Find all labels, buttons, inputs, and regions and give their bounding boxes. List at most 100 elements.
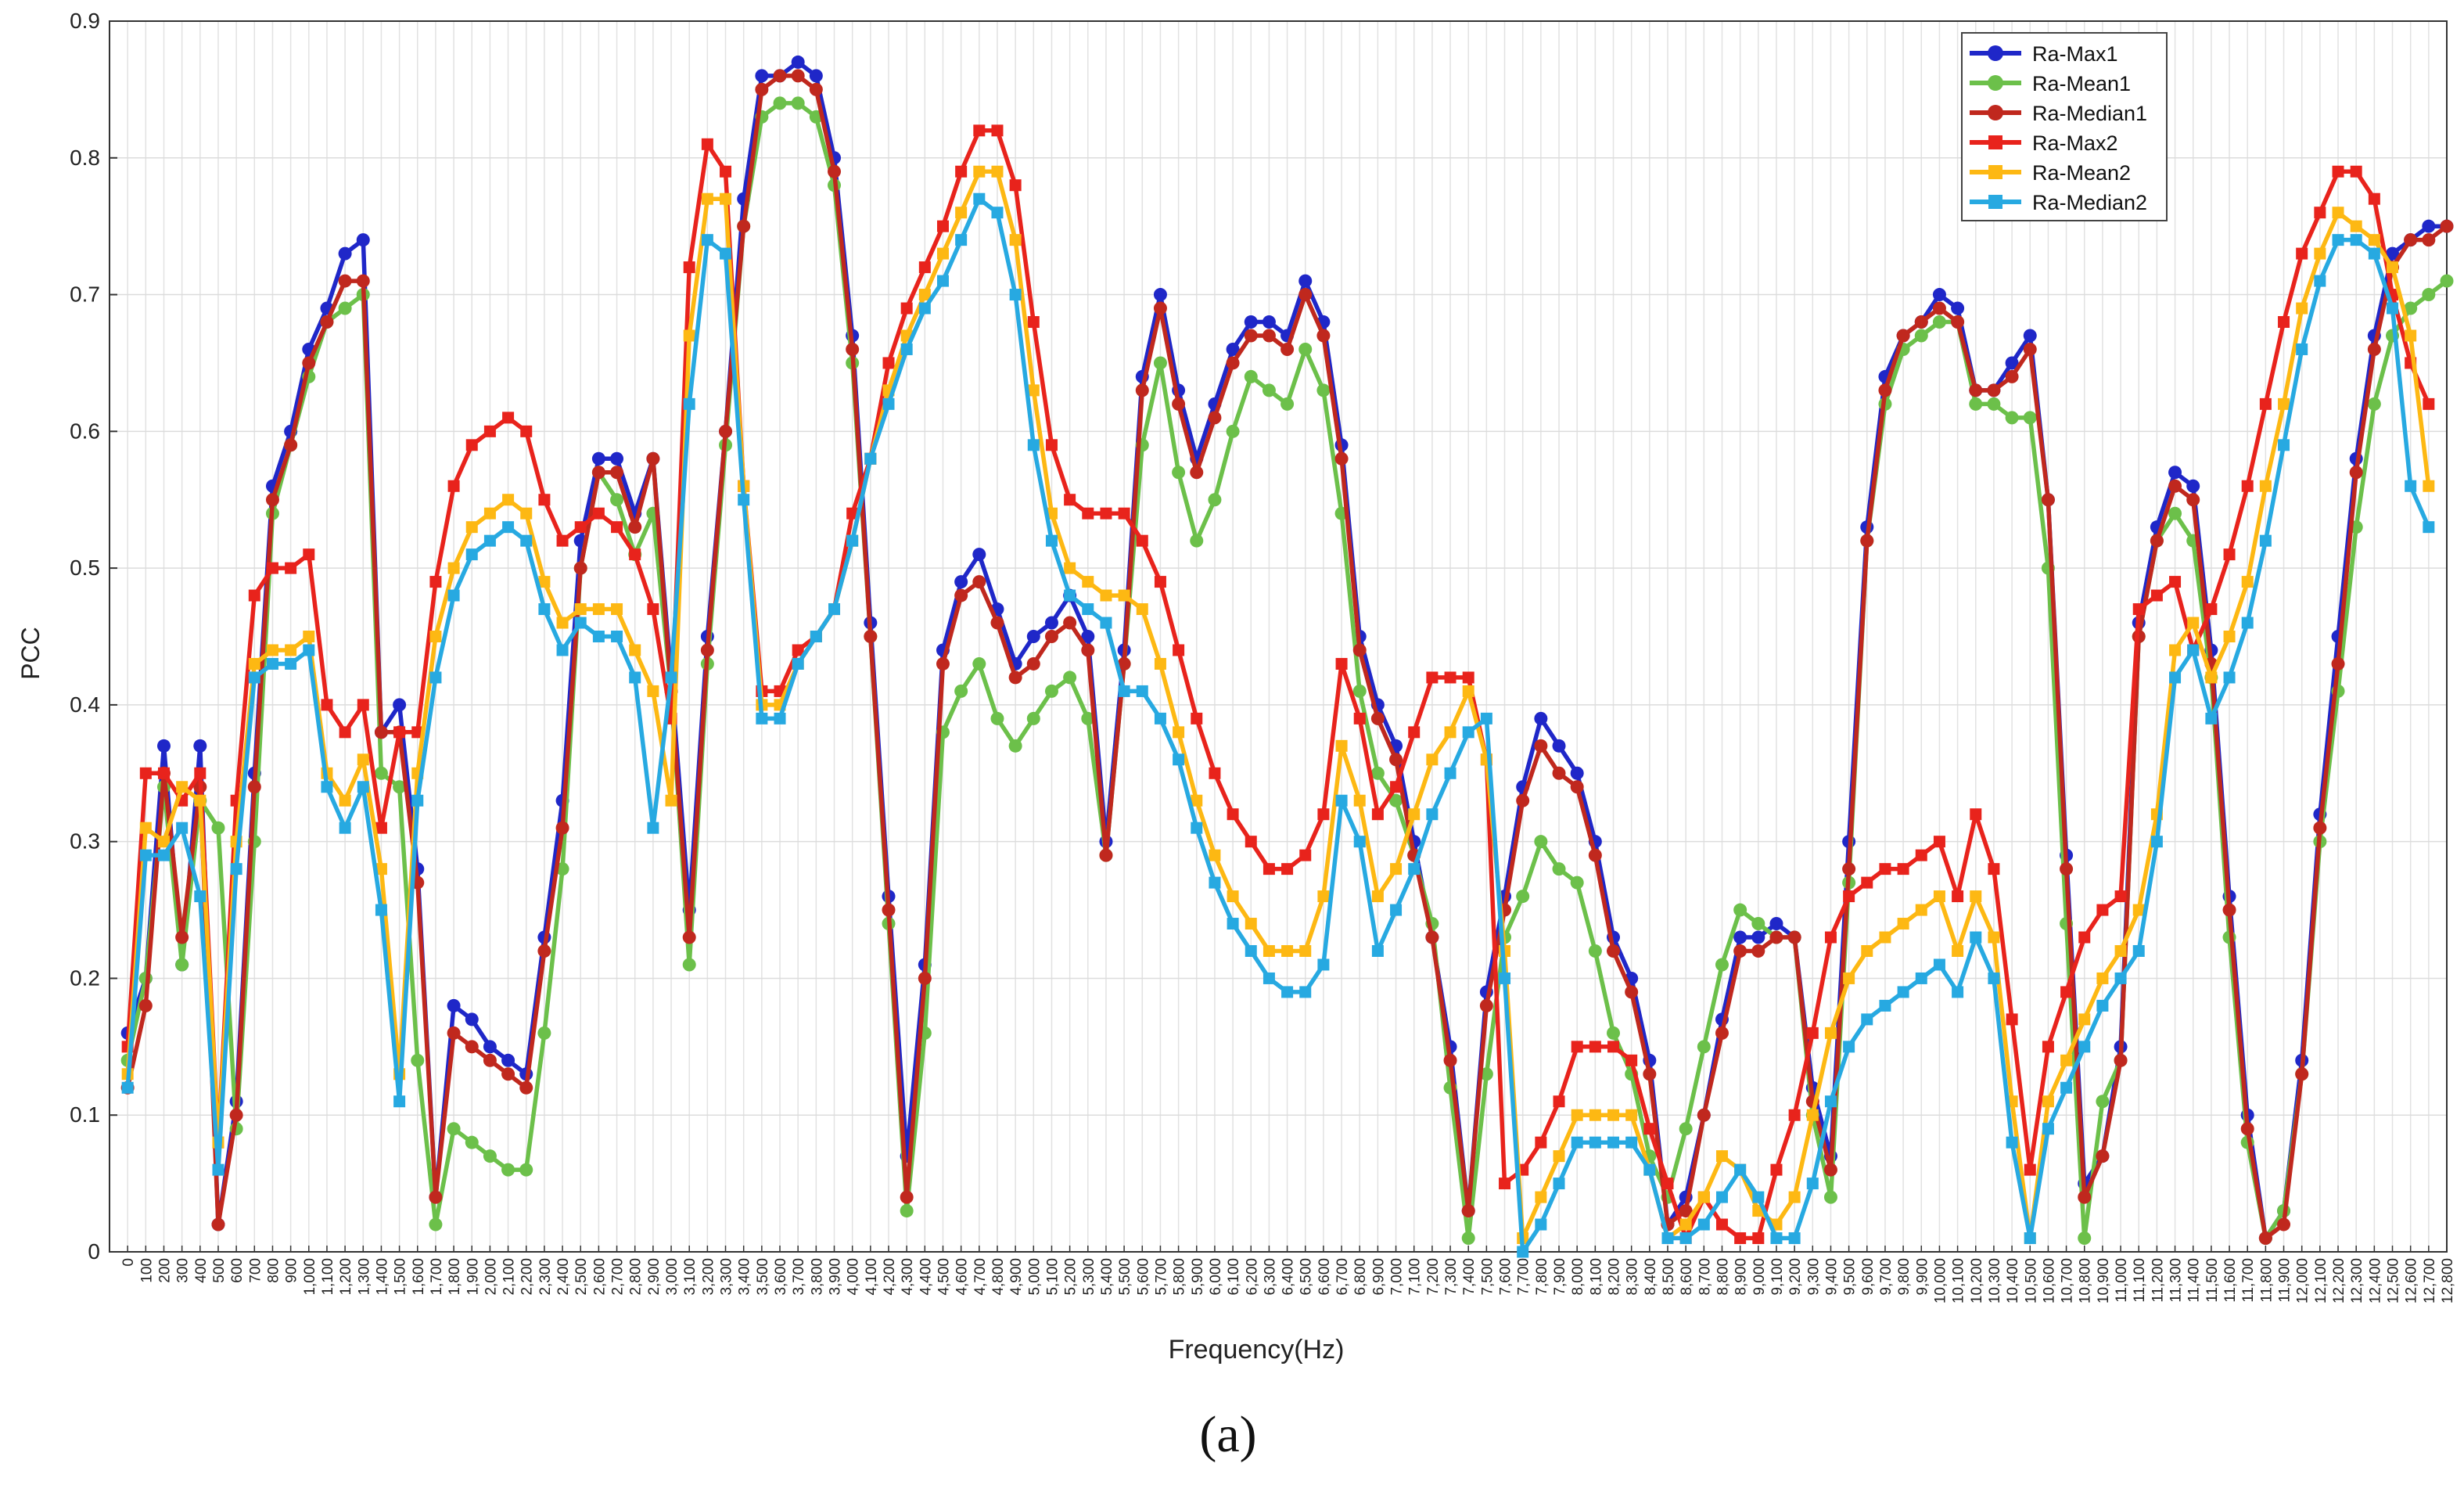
data-point (792, 644, 804, 656)
data-point (611, 631, 623, 642)
data-point (2278, 316, 2290, 329)
data-point (2132, 904, 2145, 916)
data-point (1100, 617, 1112, 629)
data-point (1480, 712, 1492, 725)
data-point (266, 644, 278, 656)
data-point (2060, 986, 2073, 998)
data-point (320, 315, 334, 329)
x-tick-label: 12,300 (2349, 1258, 2365, 1303)
data-point (1914, 329, 1928, 343)
data-point (1823, 1163, 1837, 1177)
data-point (683, 397, 695, 410)
data-point (1262, 383, 1276, 397)
data-point (1082, 576, 1094, 588)
data-point (954, 575, 968, 589)
x-tick-label: 12,000 (2295, 1258, 2311, 1303)
data-point (682, 958, 696, 972)
data-point (1733, 944, 1747, 958)
data-point (755, 82, 769, 96)
data-point (1843, 972, 1855, 984)
data-point (1118, 685, 1130, 697)
data-point (2350, 220, 2362, 232)
data-point (1824, 931, 1837, 944)
data-point (1969, 383, 1983, 397)
legend-marker (1988, 195, 2002, 209)
data-point (2150, 534, 2164, 548)
data-point (1499, 972, 1511, 984)
data-point (1262, 315, 1276, 329)
data-point (1026, 711, 1040, 725)
data-point (429, 671, 442, 684)
data-point (1009, 179, 1022, 192)
data-point (212, 1163, 224, 1176)
data-point (1227, 808, 1239, 821)
x-tick-label: 11,600 (2222, 1258, 2239, 1303)
x-tick-label: 10,500 (2023, 1258, 2039, 1303)
data-point (2404, 301, 2418, 315)
data-point (629, 671, 641, 684)
data-point (2259, 534, 2272, 547)
data-point (1751, 944, 1765, 958)
data-point (1081, 643, 1095, 657)
x-tick-label: 9,500 (1842, 1258, 1859, 1296)
data-point (1697, 1191, 1710, 1203)
data-point (2332, 207, 2344, 219)
x-tick-label: 11,500 (2204, 1258, 2221, 1303)
x-tick-label: 8,800 (1715, 1258, 1731, 1296)
data-point (1208, 411, 1222, 425)
x-tick-label: 8,300 (1625, 1258, 1641, 1296)
data-point (1697, 1218, 1710, 1231)
x-tick-label: 7,600 (1498, 1258, 1514, 1296)
data-point (339, 822, 351, 834)
data-point (1625, 1109, 1638, 1121)
data-point (1769, 930, 1783, 944)
y-tick-label: 0.1 (70, 1102, 100, 1127)
data-point (1932, 288, 1946, 302)
data-point (2078, 1232, 2092, 1246)
data-point (955, 234, 968, 246)
data-point (574, 603, 587, 616)
data-point (2060, 862, 2074, 876)
data-point (1969, 397, 1983, 411)
x-tick-label: 3,300 (719, 1258, 735, 1296)
series-ra-max2 (121, 124, 2435, 1245)
data-point (393, 698, 407, 712)
data-point (2005, 411, 2019, 425)
data-point (1952, 986, 1964, 998)
data-point (1044, 684, 1058, 698)
data-point (1100, 507, 1112, 520)
data-point (1462, 685, 1474, 697)
data-point (1751, 917, 1765, 931)
x-tick-label: 10,300 (1987, 1258, 2003, 1303)
data-point (2386, 246, 2400, 261)
data-point (1334, 451, 1349, 466)
data-point (973, 165, 986, 178)
y-tick-label: 0 (88, 1239, 100, 1264)
x-tick-label: 3,900 (828, 1258, 844, 1296)
data-point (1861, 944, 1873, 957)
data-point (1715, 1191, 1728, 1203)
x-tick-label: 1,300 (356, 1258, 372, 1296)
x-tick-label: 10,800 (2078, 1258, 2094, 1303)
x-tick-label: 4,900 (1008, 1258, 1025, 1296)
data-point (2005, 356, 2019, 370)
data-point (1625, 1136, 1638, 1149)
x-tick-label: 11,100 (2132, 1258, 2148, 1303)
data-point (1226, 342, 1240, 356)
legend: Ra-Max1 Ra-Mean1 Ra-Median1 Ra-Max2 Ra-Mean2… (1961, 32, 2168, 221)
x-tick-label: 5,900 (1190, 1258, 1206, 1296)
data-point (2405, 329, 2417, 342)
data-point (1462, 671, 1474, 684)
data-point (556, 534, 569, 547)
data-point (2205, 712, 2218, 725)
legend-marker (1988, 105, 2003, 120)
data-point (1153, 288, 1167, 302)
data-point (2332, 165, 2344, 178)
data-point (1806, 1178, 1819, 1190)
data-point (1787, 930, 1801, 944)
legend-item: Ra-Max2 (1970, 131, 2118, 155)
data-point (2024, 1163, 2036, 1176)
data-point (1027, 439, 1040, 451)
data-point (1444, 767, 1456, 779)
